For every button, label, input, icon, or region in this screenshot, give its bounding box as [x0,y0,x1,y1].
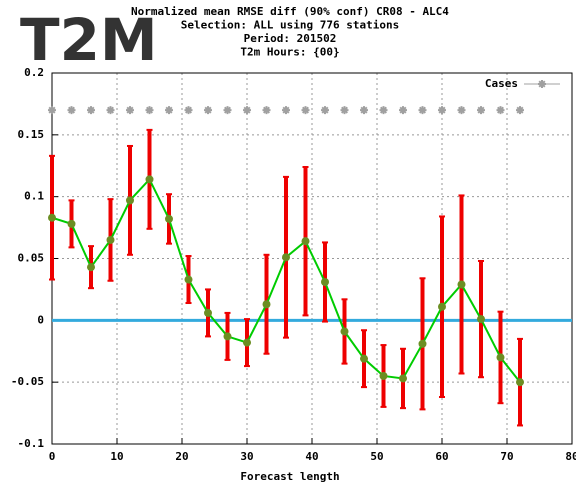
x-tick-label: 50 [370,450,383,463]
point [282,253,290,262]
case-marker [301,106,310,115]
y-tick-label: 0.15 [18,128,45,141]
y-tick-label: 0.2 [24,66,44,79]
legend-marker [538,80,546,88]
case-marker [223,106,232,115]
case-marker [145,106,154,115]
case-marker [126,106,134,115]
case-marker [457,106,466,115]
y-tick-label: 0.05 [18,252,45,265]
point [360,354,368,363]
point [438,302,446,311]
point [126,196,134,205]
case-marker [282,106,290,115]
point [67,219,76,228]
point [106,235,115,244]
case-marker [418,106,427,115]
point [184,275,193,284]
x-tick-label: 60 [435,450,448,463]
point [457,280,466,289]
point [204,308,212,317]
title-line: Period: 201502 [244,32,337,45]
case-marker [48,106,56,115]
x-tick-label: 40 [305,450,318,463]
point [477,315,485,324]
x-tick-label: 80 [565,450,576,463]
point [399,374,407,383]
point [223,332,232,341]
x-tick-label: 30 [240,450,253,463]
case-marker [340,106,349,115]
case-marker [496,106,505,115]
point [418,339,427,348]
point [379,371,388,380]
point [165,214,173,223]
point [301,237,310,246]
title-line: T2m Hours: {00} [240,46,339,59]
y-tick-label: 0 [37,313,44,326]
case-marker [360,106,368,115]
case-marker [399,106,407,115]
case-marker [262,106,271,115]
y-tick-label: -0.05 [11,375,44,388]
case-marker [477,106,485,115]
title-line: Selection: ALL using 776 stations [181,19,400,32]
case-marker [106,106,115,115]
case-marker [379,106,388,115]
case-marker [184,106,193,115]
case-marker [516,106,524,115]
point [262,300,271,309]
case-marker [204,106,212,115]
title-line: Normalized mean RMSE diff (90% conf) CR0… [131,5,449,18]
point [87,263,95,272]
y-tick-label: -0.1 [18,437,45,450]
case-marker [87,106,95,115]
point [243,338,251,347]
case-marker [67,106,76,115]
x-tick-label: 10 [110,450,123,463]
case-marker [243,106,251,115]
point [516,378,524,387]
badge: T2M [20,6,158,74]
x-axis-label: Forecast length [240,470,339,483]
case-marker [165,106,173,115]
legend-label: Cases [485,77,518,90]
x-tick-label: 20 [175,450,188,463]
point [48,213,56,222]
x-tick-label: 70 [500,450,513,463]
point [340,327,349,336]
x-tick-label: 0 [49,450,56,463]
case-marker [321,106,329,115]
point [496,353,505,362]
y-tick-label: 0.1 [24,190,44,203]
point [321,277,329,286]
point [145,175,154,184]
case-marker [438,106,446,115]
